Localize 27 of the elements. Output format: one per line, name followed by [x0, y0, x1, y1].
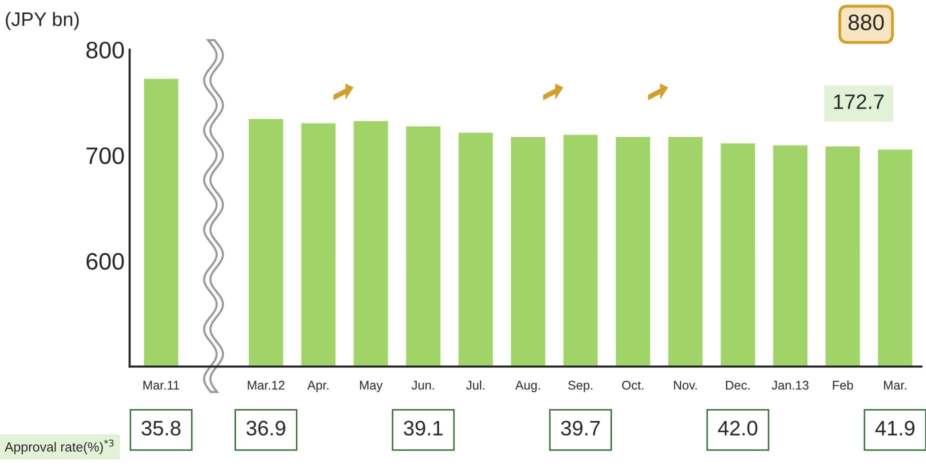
annotation: 172.7 [834, 94, 884, 109]
x-tick-label: Apr. [307, 380, 328, 392]
text: 35.8 [142, 420, 180, 436]
x-tick-label: May [360, 380, 383, 392]
text: 39.7 [561, 420, 600, 436]
x-tick-label: Feb [832, 380, 853, 390]
x-tick-label: Mar.11 [143, 380, 180, 390]
text: 36.9 [246, 420, 286, 436]
x-tick-label: Mar. [884, 380, 906, 390]
text: 42.0 [718, 420, 758, 436]
y-tick-label: 800 [86, 42, 124, 58]
text: 41.9 [875, 420, 914, 436]
x-tick-label: Dec. [726, 380, 750, 390]
x-tick-label: Aug. [515, 380, 540, 392]
x-tick-label: Jun. [412, 380, 434, 390]
text: 39.1 [404, 420, 443, 436]
y-tick-label: 700 [86, 147, 124, 164]
x-tick-label: Oct. [622, 380, 644, 390]
x-tick-label: Jul. [466, 380, 484, 390]
x-tick-label: Sep. [568, 380, 592, 392]
y-axis-title: (JPY bn) [6, 12, 79, 30]
x-tick-label: Jan.13 [772, 380, 809, 390]
text: Approval rate(%)$^{*3}$ [4, 440, 114, 454]
y-tick-label: 600 [86, 253, 124, 270]
x-tick-label: Nov. [674, 380, 697, 390]
text: 880 [848, 14, 884, 30]
x-tick-label: Mar.12 [248, 380, 284, 390]
